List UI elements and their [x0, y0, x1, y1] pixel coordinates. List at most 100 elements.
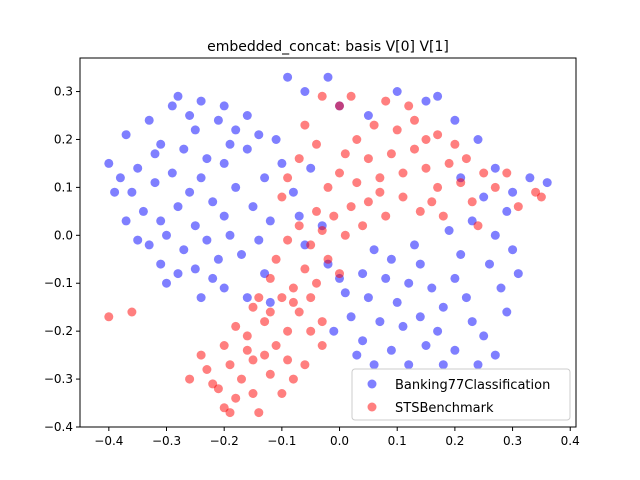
x-tick-label: 0.4 [561, 434, 580, 448]
data-point [208, 273, 218, 283]
data-point [185, 187, 195, 197]
data-point [490, 350, 500, 360]
data-point [283, 235, 293, 245]
y-axis: −0.4 −0.3 −0.2 −0.1 0.0 0.1 0.2 0.3 [44, 85, 80, 434]
data-point [392, 297, 402, 307]
data-point [404, 101, 414, 111]
data-point [306, 240, 316, 250]
data-point [173, 269, 183, 279]
data-point [300, 87, 310, 96]
data-point [219, 211, 229, 221]
data-point [386, 345, 396, 355]
data-point [179, 245, 189, 255]
data-point [513, 202, 523, 212]
data-point [358, 221, 368, 231]
data-point [392, 125, 402, 135]
data-point [265, 297, 275, 307]
data-point [369, 120, 379, 130]
data-point [213, 254, 223, 264]
x-tick-label: 0.0 [330, 434, 349, 448]
data-point [421, 341, 431, 350]
series-0 [104, 72, 552, 370]
data-point [133, 235, 143, 245]
data-point [190, 125, 200, 135]
data-point [312, 139, 321, 149]
legend-label-banking77: Banking77Classification [395, 378, 550, 393]
data-point [277, 192, 287, 202]
data-point [196, 293, 206, 303]
data-point [438, 360, 448, 370]
data-point [260, 317, 270, 327]
data-point [225, 360, 235, 370]
data-point [502, 206, 512, 216]
data-point [202, 154, 212, 164]
data-point [306, 326, 316, 336]
data-point [213, 384, 223, 394]
data-point [398, 168, 408, 178]
data-point [490, 163, 500, 173]
data-point [115, 173, 125, 183]
data-point [317, 341, 327, 350]
data-point [438, 302, 448, 312]
data-point [242, 345, 252, 355]
data-point [479, 168, 489, 178]
data-point [219, 341, 229, 350]
data-point [294, 307, 304, 317]
legend-box [351, 368, 571, 421]
data-point [104, 312, 114, 322]
data-point [352, 135, 362, 144]
data-point [473, 221, 483, 231]
data-point [271, 254, 281, 264]
data-point [427, 283, 437, 293]
legend-marker-banking77 [367, 379, 377, 389]
legend: Banking77Classification STSBenchmark [351, 368, 571, 421]
data-point [196, 173, 206, 183]
data-point [288, 187, 298, 197]
data-point [346, 91, 356, 101]
data-point [536, 192, 546, 202]
data-point [190, 264, 200, 274]
data-point [133, 163, 143, 173]
data-point [438, 211, 448, 221]
data-point [410, 144, 419, 154]
data-point [231, 321, 241, 331]
data-point [363, 154, 373, 164]
y-tick-label: −0.4 [44, 420, 73, 434]
data-point [196, 350, 206, 360]
data-point [542, 178, 552, 188]
data-point [219, 283, 229, 293]
data-point [312, 206, 321, 216]
data-point [208, 197, 218, 207]
data-point [496, 283, 506, 293]
data-point [248, 355, 258, 365]
data-point [479, 192, 489, 202]
data-point [306, 163, 316, 173]
data-point [352, 178, 362, 188]
data-point [265, 216, 275, 226]
data-point [410, 115, 419, 125]
data-point [219, 158, 229, 168]
data-point [254, 408, 264, 418]
y-tick-label: −0.3 [44, 372, 73, 386]
data-point [386, 254, 396, 264]
data-point [121, 130, 131, 140]
data-point [450, 345, 460, 355]
data-point [283, 173, 293, 183]
data-point [392, 87, 402, 96]
y-tick-label: 0.2 [54, 132, 73, 146]
data-point [271, 135, 281, 144]
data-point [404, 278, 414, 288]
data-point [404, 360, 414, 370]
data-point [121, 216, 131, 226]
data-point [127, 187, 137, 197]
data-point [271, 341, 281, 350]
y-tick-label: 0.3 [54, 85, 73, 99]
data-point [138, 206, 148, 216]
data-point [242, 293, 252, 303]
data-point [167, 168, 177, 178]
data-point [415, 259, 425, 269]
data-point [110, 187, 120, 197]
data-point [242, 111, 252, 120]
data-point [433, 182, 443, 192]
